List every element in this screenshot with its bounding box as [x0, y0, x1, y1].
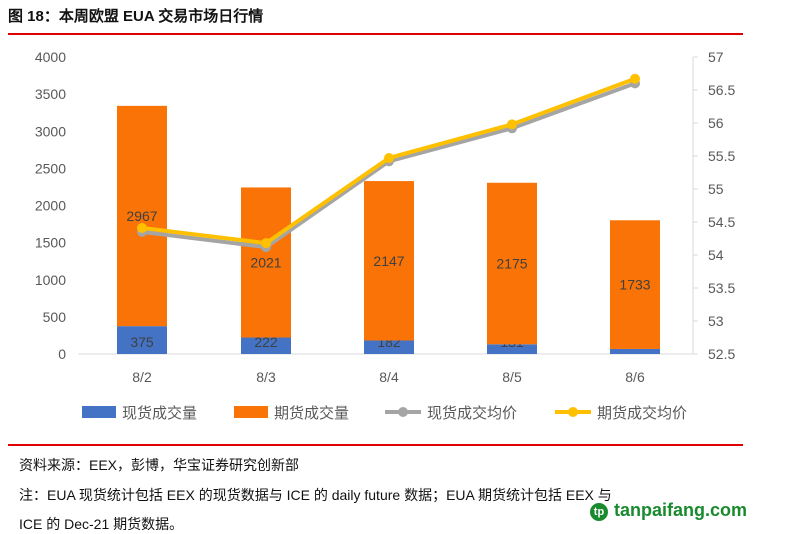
right-tick-label: 54.5 [708, 214, 735, 230]
data-label: 375 [130, 334, 154, 350]
futures-volume-bar [241, 187, 291, 338]
futures-price-point [384, 152, 394, 163]
watermark: tp tanpaifang.com [590, 500, 747, 521]
spot-volume-bar [117, 326, 167, 354]
legend-swatch [234, 406, 268, 418]
legend-marker [568, 407, 578, 417]
right-tick-label: 57 [708, 49, 724, 65]
data-label: 222 [254, 334, 278, 350]
spot-volume-bar [364, 340, 414, 354]
legend-label: 现货成交均价 [427, 404, 517, 422]
note-line-1: 注：EUA 现货统计包括 EEX 的现货数据与 ICE 的 daily futu… [19, 487, 612, 503]
data-label: 2175 [496, 256, 527, 272]
spot-volume-bar [487, 344, 537, 354]
left-tick-label: 3000 [35, 123, 66, 139]
futures-price-point [507, 119, 517, 130]
top-rule [8, 33, 743, 35]
watermark-text: tanpaifang.com [614, 500, 748, 520]
legend-marker [398, 407, 408, 417]
left-tick-label: 2500 [35, 160, 66, 176]
right-tick-label: 52.5 [708, 346, 735, 362]
right-tick-label: 56.5 [708, 82, 735, 98]
legend-swatch [82, 406, 116, 418]
x-tick-label: 8/2 [132, 369, 152, 385]
logo-icon: tp [590, 503, 608, 521]
left-tick-label: 500 [43, 309, 67, 325]
data-label: 1733 [619, 277, 650, 293]
futures-price-point [137, 222, 147, 233]
left-tick-label: 0 [58, 346, 66, 362]
note-line-2: ICE 的 Dec-21 期货数据。 [19, 516, 184, 532]
left-tick-label: 4000 [35, 49, 66, 65]
left-tick-label: 1000 [35, 272, 66, 288]
futures-price-point [261, 238, 271, 249]
left-tick-label: 2000 [35, 198, 66, 214]
left-tick-label: 3500 [35, 86, 66, 102]
spot-volume-bar [610, 348, 660, 354]
futures-volume-bar [117, 105, 167, 327]
x-tick-label: 8/3 [256, 369, 276, 385]
data-label: 2967 [126, 208, 157, 224]
left-tick-label: 1500 [35, 235, 66, 251]
right-tick-label: 53.5 [708, 280, 735, 296]
x-tick-label: 8/6 [625, 369, 645, 385]
data-label: 2021 [250, 254, 281, 270]
legend-label: 期货成交量 [274, 404, 349, 422]
right-tick-label: 54 [708, 247, 724, 263]
right-tick-label: 55.5 [708, 148, 735, 164]
x-tick-label: 8/5 [502, 369, 522, 385]
spot-volume-bar [241, 337, 291, 354]
right-tick-label: 55 [708, 181, 724, 197]
futures-volume-bar [610, 220, 660, 349]
chart: 0 500 1000 1500 2000 2500 3000 3500 4000 52.5 53 53… [35, 49, 736, 422]
bottom-rule [8, 444, 743, 446]
data-label: 2147 [373, 253, 404, 269]
legend-label: 现货成交量 [122, 404, 197, 422]
legend-label: 期货成交均价 [597, 404, 687, 422]
futures-volume-bar [364, 181, 414, 341]
figure-title: 图 18：本周欧盟 EUA 交易市场日行情 [8, 8, 264, 25]
source-text: 资料来源：EEX，彭博，华宝证券研究创新部 [19, 457, 300, 473]
right-tick-label: 53 [708, 313, 724, 329]
futures-price-point [630, 73, 640, 84]
x-tick-label: 8/4 [379, 369, 399, 385]
right-tick-label: 56 [708, 115, 724, 131]
futures-volume-bar [487, 182, 537, 345]
